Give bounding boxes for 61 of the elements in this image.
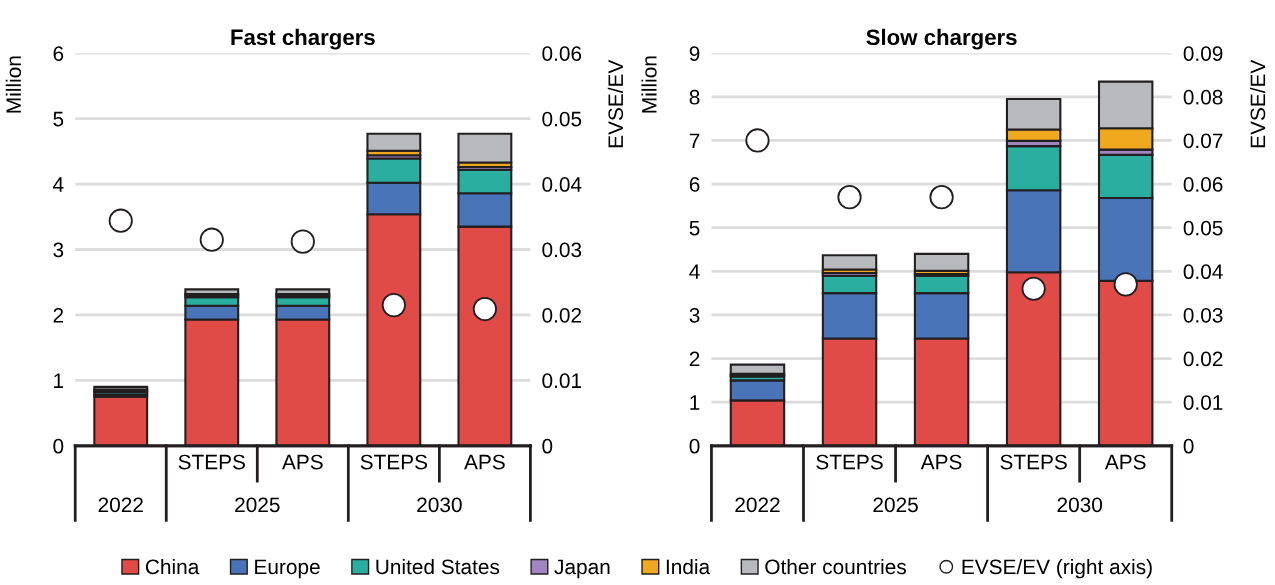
legend-label: China [145, 558, 200, 575]
chart-title: Slow chargers [866, 28, 1017, 50]
y2-axis-title: EVSE/EV [607, 59, 624, 148]
y-tick-label: 6 [689, 177, 700, 192]
x-tick-label: APS [920, 454, 962, 470]
y-tick-label: 4 [53, 177, 64, 192]
legend-label: Europe [255, 559, 320, 579]
y2-tick-label: 0.08 [1183, 89, 1223, 105]
y-tick-label: 0 [689, 438, 700, 454]
y2-tick-label: 0 [1183, 438, 1194, 454]
x-tick-label: APS [282, 454, 323, 470]
x-tick-label: APS [464, 454, 505, 470]
y-tick-label: 5 [689, 220, 700, 236]
y-tick-label: 2 [53, 307, 64, 323]
y2-tick-label: 0 [542, 438, 553, 454]
y2-axis-title: EVSE/EV [1249, 59, 1266, 148]
text: 2025 [873, 497, 918, 513]
y-tick-label: 8 [689, 89, 700, 105]
chart-title: Fast chargers [231, 28, 375, 50]
y2-tick-label: 0.04 [1183, 264, 1223, 280]
legend-label: Japan [554, 559, 610, 579]
y-axis-title: Million [641, 56, 657, 113]
x-tick-label: APS [1104, 454, 1146, 470]
y2-tick-label: 0.03 [542, 242, 582, 258]
y2-tick-label: 0.01 [1183, 395, 1223, 410]
y2-tick-label: 0.09 [1183, 46, 1223, 61]
y-tick-label: 6 [53, 46, 64, 61]
y-tick-label: 9 [689, 46, 700, 61]
y-tick-label: 4 [689, 264, 700, 279]
y-tick-label: 2 [689, 351, 700, 367]
y2-tick-label: 0.03 [1183, 307, 1223, 323]
y-tick-label: 3 [689, 307, 700, 323]
x-tick-label: STEPS [816, 454, 883, 470]
x-tick-label: STEPS [360, 454, 428, 470]
y2-tick-label: 0.01 [542, 373, 582, 389]
text: 2025 [235, 497, 280, 513]
x-tick-label: STEPS [178, 454, 245, 470]
y-tick-label: 5 [53, 111, 64, 127]
y-tick-label: 0 [53, 438, 64, 454]
x-tick-label: STEPS [1000, 454, 1067, 470]
text: 2030 [417, 497, 462, 513]
y2-tick-label: 0.05 [1183, 220, 1223, 236]
legend-label: Other countries [765, 558, 906, 575]
y-tick-label: 3 [53, 242, 64, 258]
y2-tick-label: 0.02 [1183, 351, 1223, 367]
y-tick-label: 7 [689, 133, 700, 149]
text: 2022 [98, 497, 143, 513]
legend-label: India [666, 558, 711, 575]
y2-tick-label: 0.07 [1183, 133, 1223, 149]
y2-tick-label: 0.04 [542, 177, 582, 192]
y-tick-label: 1 [54, 373, 64, 388]
text: 2022 [735, 497, 780, 513]
y-tick-label: 1 [690, 395, 700, 410]
y2-tick-label: 0.06 [542, 46, 582, 61]
y-axis-title: Million [5, 56, 22, 113]
y2-tick-label: 0.06 [1183, 177, 1223, 192]
legend-label: United States [376, 558, 500, 575]
text: 2030 [1057, 497, 1103, 513]
y2-tick-label: 0.05 [542, 111, 582, 127]
legend-label: EVSE/EV (right axis) [962, 558, 1152, 579]
y2-tick-label: 0.02 [542, 307, 582, 323]
